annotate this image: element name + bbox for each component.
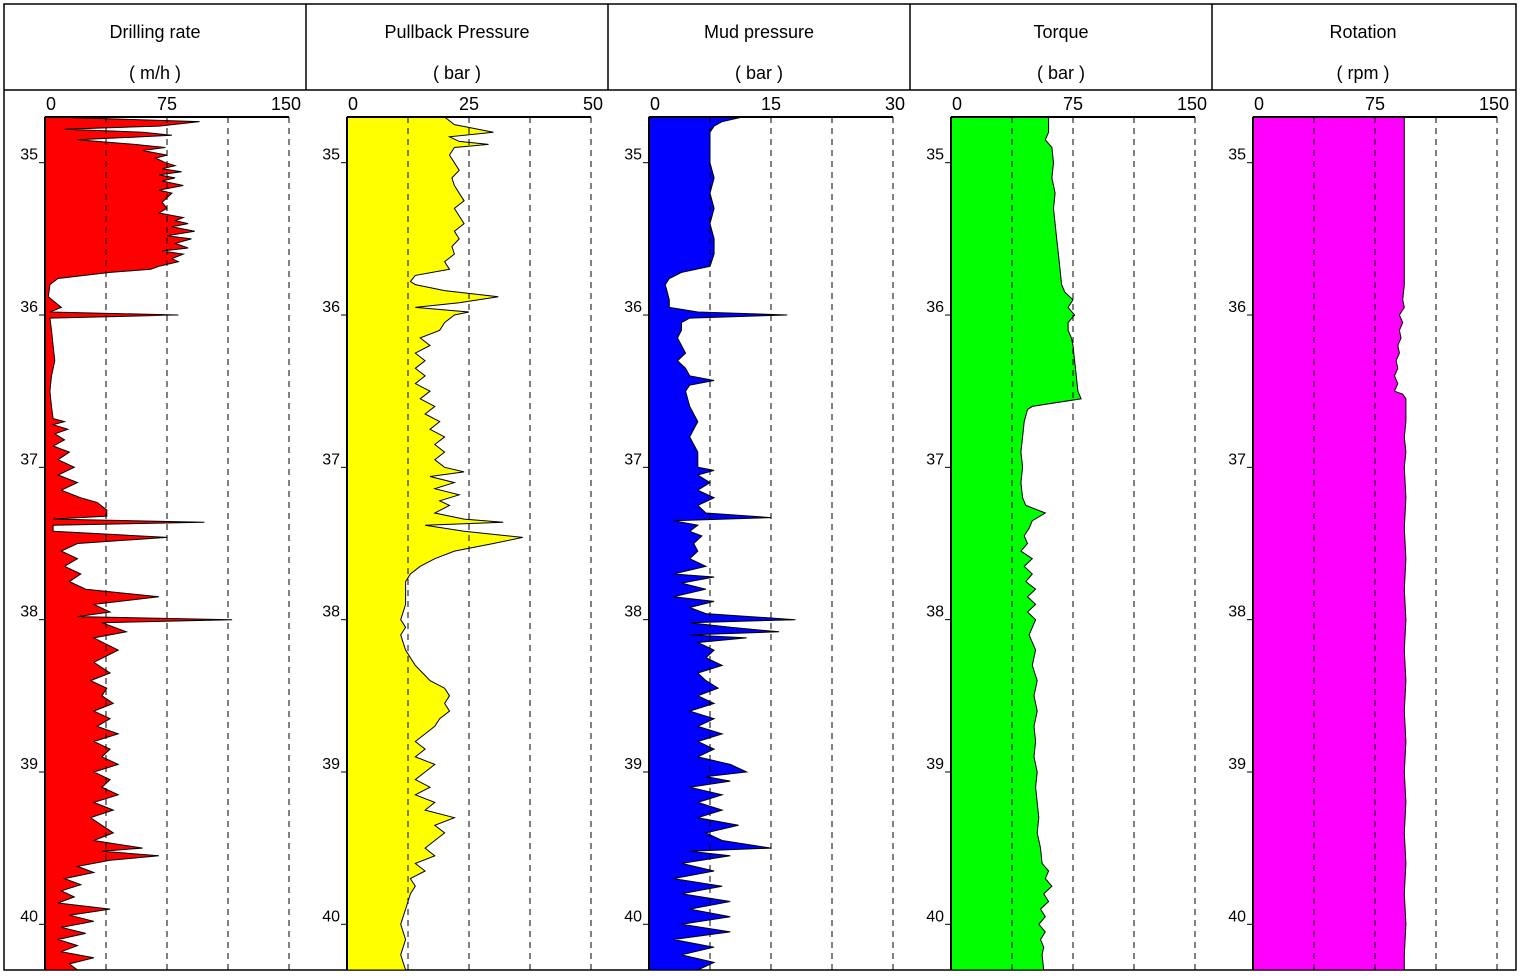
value-tick-label: 0 [348,94,358,114]
track-mud-pressure: Mud pressure ( bar ) 0 15 30 35 36 37 38 39 40 [607,4,905,971]
depth-tick-label: 37 [1228,451,1246,468]
depth-tick-label: 39 [926,756,944,773]
value-tick-label: 150 [1177,94,1207,114]
depth-tick-label: 36 [926,299,944,316]
depth-tick-label: 35 [322,147,340,164]
track-torque: Torque ( bar ) 0 75 150 35 36 37 38 39 40 [909,4,1207,971]
value-tick-label: 0 [1254,94,1264,114]
track-pullback-pressure: Pullback Pressure ( bar ) 0 25 50 35 36 37 38 39 4… [305,4,603,971]
series-area-torque [950,116,1082,971]
depth-tick-label: 38 [1228,604,1246,621]
depth-tick-label: 38 [20,604,38,621]
depth-tick-label: 36 [1228,299,1246,316]
track-title: Drilling rate [109,22,200,42]
value-tick-label: 0 [650,94,660,114]
depth-tick-label: 37 [20,451,38,468]
value-tick-label: 25 [459,94,479,114]
depth-tick-label: 36 [624,299,642,316]
value-tick-label: 75 [157,94,177,114]
depth-tick-label: 35 [624,147,642,164]
value-tick-label: 0 [46,94,56,114]
value-tick-label: 50 [583,94,603,114]
depth-tick-label: 36 [322,299,340,316]
track-rotation: Rotation ( rpm ) 0 75 150 35 36 37 38 39 40 [1211,4,1509,971]
depth-tick-label: 35 [926,147,944,164]
track-unit: ( bar ) [1037,63,1085,83]
depth-tick-label: 39 [322,756,340,773]
track-drilling-rate: Drilling rate ( m/h ) 0 75 150 35 36 37 38 39 40 [20,22,301,971]
value-tick-label: 150 [1479,94,1509,114]
depth-tick-label: 38 [926,604,944,621]
value-tick-label: 75 [1063,94,1083,114]
track-unit: ( m/h ) [129,63,181,83]
depth-tick-label: 40 [20,908,38,925]
value-tick-label: 15 [761,94,781,114]
value-tick-label: 150 [271,94,301,114]
depth-tick-label: 35 [20,147,38,164]
depth-tick-label: 35 [1228,147,1246,164]
value-tick-label: 30 [885,94,905,114]
depth-tick-label: 40 [1228,908,1246,925]
tracks-group: Drilling rate( m/h )0 75 150353637383940Pu… [20,4,1509,971]
track-unit: ( rpm ) [1337,63,1390,83]
track-unit: ( bar ) [433,63,481,83]
track-unit: ( bar ) [735,63,783,83]
depth-tick-label: 40 [322,908,340,925]
depth-tick-label: 37 [322,451,340,468]
series-area-mud-pressure [648,116,796,971]
series-area-drilling-rate [44,116,233,971]
depth-tick-label: 40 [624,908,642,925]
series-area-rotation [1252,116,1407,971]
depth-tick-label: 38 [322,604,340,621]
depth-tick-label: 38 [624,604,642,621]
track-title: Pullback Pressure [384,22,529,42]
depth-tick-label: 37 [624,451,642,468]
value-tick-label: 0 [952,94,962,114]
track-title: Rotation [1329,22,1396,42]
depth-tick-label: 40 [926,908,944,925]
depth-tick-label: 39 [20,756,38,773]
value-tick-label: 75 [1365,94,1385,114]
track-title: Mud pressure [704,22,814,42]
depth-tick-label: 39 [1228,756,1246,773]
depth-tick-label: 39 [624,756,642,773]
track-title: Torque [1033,22,1088,42]
depth-tick-label: 36 [20,299,38,316]
chart-frame [3,3,1517,971]
series-area-pullback-pressure [346,116,523,971]
depth-tick-label: 37 [926,451,944,468]
